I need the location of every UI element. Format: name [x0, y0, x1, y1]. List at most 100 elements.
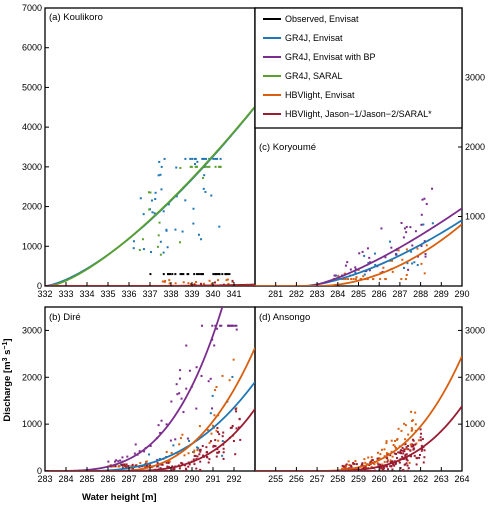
data-point [394, 253, 397, 256]
data-point [401, 258, 404, 261]
data-point [354, 278, 357, 281]
data-point [380, 448, 383, 451]
data-point [384, 256, 387, 259]
data-point [361, 462, 364, 465]
data-point [134, 464, 137, 467]
data-point [139, 462, 142, 465]
data-point [188, 463, 191, 466]
data-point [395, 452, 398, 455]
data-point [410, 427, 413, 430]
data-point [201, 273, 204, 276]
data-point [148, 208, 151, 211]
legend-label-hbv-jason: HBVlight, Jason−1/Jason−2/SARAL* [285, 109, 432, 119]
data-point [166, 470, 169, 471]
data-point [127, 465, 130, 468]
y-tick-label: 7000 [22, 3, 42, 13]
data-point [403, 448, 406, 451]
data-point [199, 460, 202, 463]
data-point [174, 438, 177, 441]
data-point [423, 272, 426, 275]
data-point [139, 197, 142, 200]
x-tick-label: 284 [58, 474, 73, 484]
data-point [356, 467, 359, 470]
data-point [162, 273, 165, 276]
data-point [218, 433, 221, 436]
data-point [168, 279, 171, 282]
data-point [393, 452, 396, 455]
data-point [185, 344, 188, 347]
y-axis-label-sup2: −1 [2, 341, 9, 349]
x-tick-label: 291 [205, 474, 220, 484]
data-point [168, 460, 171, 463]
data-point [394, 463, 397, 466]
data-point [397, 249, 400, 252]
data-point [192, 451, 195, 454]
data-point [216, 426, 219, 429]
data-point [369, 470, 372, 471]
x-tick-label: 260 [372, 474, 387, 484]
data-point [195, 457, 198, 460]
data-point [169, 439, 172, 442]
x-tick-label: 258 [330, 474, 345, 484]
rating-curve [45, 106, 255, 286]
data-point [201, 444, 204, 447]
data-point [385, 452, 388, 455]
panel-a-content: 332 333 334 335 336 337 338 339 340 341 0 1000 2000 3… [22, 3, 255, 299]
panel-b-content: 283 284 285 286 287 288 289 290 291 292 0 1000 2000 3… [22, 307, 255, 484]
x-tick-label: 255 [268, 474, 283, 484]
data-point [112, 465, 115, 468]
data-point [391, 259, 394, 262]
data-point [394, 461, 397, 464]
data-point [341, 467, 344, 470]
data-point [411, 438, 414, 441]
data-point [348, 463, 351, 466]
data-point [361, 250, 364, 253]
data-point [385, 456, 388, 459]
data-point [157, 234, 160, 237]
data-point [374, 263, 377, 266]
data-point [142, 248, 145, 251]
data-point [414, 423, 417, 426]
data-point [414, 443, 417, 446]
data-point [170, 469, 173, 471]
data-point [221, 273, 224, 276]
data-point [205, 446, 208, 449]
data-point [211, 407, 214, 410]
data-point [145, 464, 148, 467]
data-point [227, 282, 230, 285]
data-point [405, 231, 408, 234]
data-point [114, 465, 117, 468]
data-point [199, 468, 202, 471]
legend-label-hbv-envisat: HBVlight, Envisat [285, 90, 355, 100]
data-point [392, 462, 395, 465]
data-point [170, 451, 173, 454]
data-point [403, 422, 406, 425]
data-point [355, 463, 358, 466]
panel-d-plot-area [255, 355, 462, 471]
data-point [412, 447, 415, 450]
data-point [184, 199, 187, 202]
data-point [157, 424, 160, 427]
data-point [376, 462, 379, 465]
data-point [156, 245, 159, 248]
data-point [192, 222, 195, 225]
data-point [196, 446, 199, 449]
data-point [412, 445, 415, 448]
data-point [385, 442, 388, 445]
data-point [159, 467, 162, 470]
y-tick-label: 6000 [22, 43, 42, 53]
data-point [195, 366, 198, 369]
x-tick-label: 292 [226, 474, 241, 484]
x-tick-label: 336 [121, 289, 136, 299]
data-point [363, 273, 366, 276]
data-point [333, 274, 336, 277]
data-point [147, 191, 150, 194]
data-point [179, 241, 182, 244]
data-point [222, 447, 225, 450]
data-point [221, 374, 224, 377]
data-point [179, 369, 182, 372]
data-point [421, 438, 424, 441]
data-point [214, 281, 217, 284]
data-point [372, 278, 375, 281]
data-point [211, 324, 214, 327]
